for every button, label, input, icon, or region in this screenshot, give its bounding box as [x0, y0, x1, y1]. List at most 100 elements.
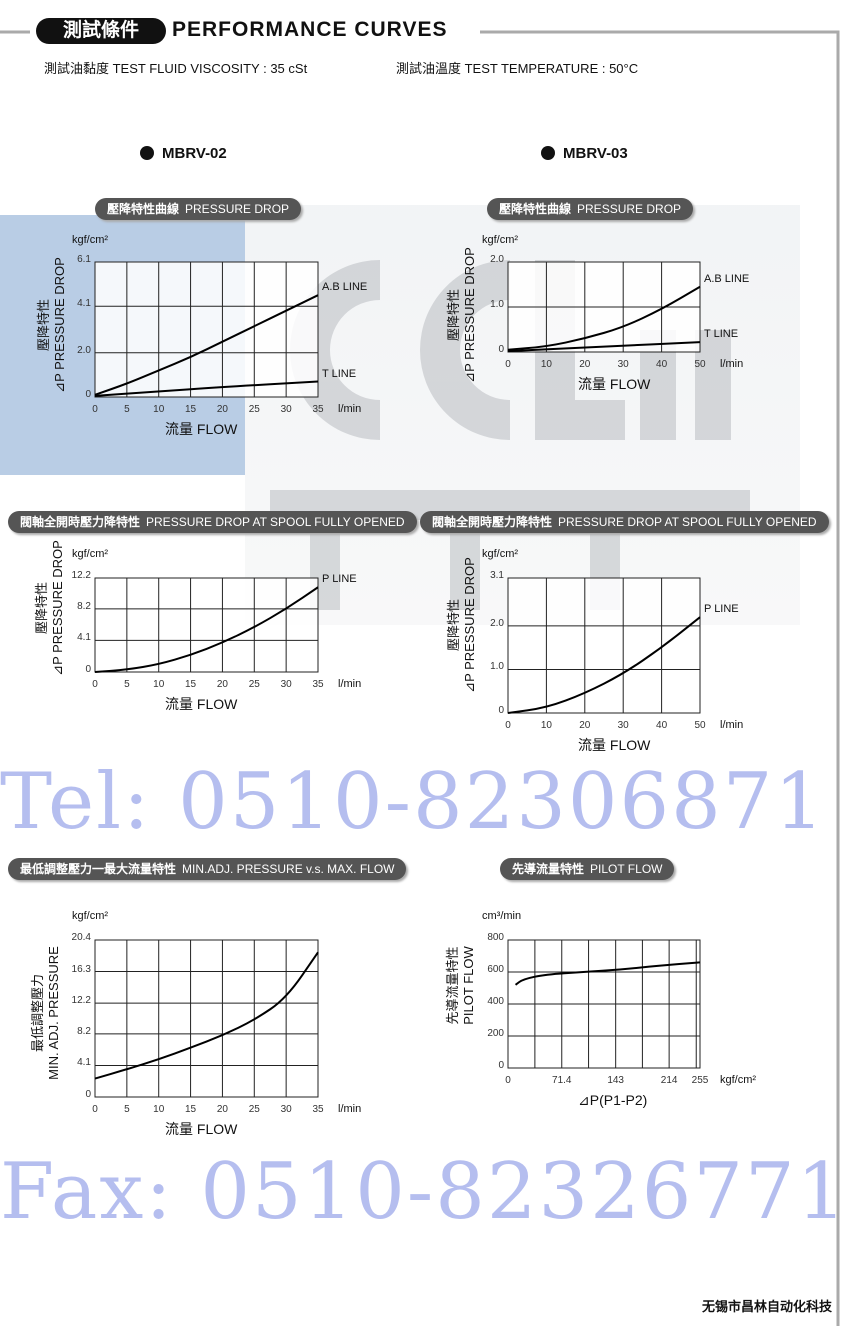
y-tick-label: 2.0: [490, 617, 504, 629]
x-axis-label: 流量 FLOW: [165, 1121, 238, 1137]
x-tick-label: 143: [607, 1075, 624, 1086]
x-unit: l/min: [338, 678, 362, 690]
model-mbrv-03: MBRV-03: [541, 145, 628, 162]
x-tick-label: 50: [694, 359, 706, 370]
x-tick-label: 0: [505, 1075, 511, 1086]
series-line: [94, 586, 319, 673]
x-axis-label: 流量 FLOW: [578, 376, 651, 392]
plot-area: [94, 577, 319, 673]
y-tick-label: 2.0: [77, 344, 91, 356]
chart-title-pill: 最低調整壓力一最大流量特性 MIN.ADJ. PRESSURE v.s. MAX.…: [8, 858, 407, 880]
series-line: [94, 294, 319, 396]
chart-title-pill: 壓降特性曲線 PRESSURE DROP: [487, 198, 694, 220]
y-unit: kgf/cm²: [72, 234, 109, 246]
x-tick-label: 10: [153, 679, 165, 690]
model-mbrv-02: MBRV-02: [140, 145, 227, 162]
y-tick-label: 4.1: [77, 298, 91, 310]
x-tick-label: 5: [124, 679, 130, 690]
x-tick-label: 10: [153, 404, 165, 415]
x-tick-label: 5: [124, 1104, 130, 1115]
x-tick-label: 20: [579, 720, 591, 731]
x-tick-label: 25: [248, 404, 260, 415]
watermark-tel: Tel: 0510-82306871: [0, 757, 827, 847]
y-unit: cm³/min: [482, 910, 522, 922]
x-tick-label: 30: [617, 720, 629, 731]
chart-title-pill: 閥軸全開時壓力降特性 PRESSURE DROP AT SPOOL FULLY O…: [8, 511, 417, 533]
x-unit: l/min: [720, 358, 744, 370]
y-tick-label: 3.1: [490, 570, 504, 581]
x-tick-label: 10: [540, 359, 552, 370]
x-tick-label: 15: [185, 1104, 197, 1115]
chart-title-cn: 壓降特性曲線: [499, 202, 572, 216]
x-tick-label: 20: [579, 359, 591, 370]
y-tick-label: 800: [487, 932, 504, 943]
y-unit: kgf/cm²: [72, 910, 109, 922]
series-label: T LINE: [704, 328, 739, 341]
y-tick-label: 16.3: [71, 963, 91, 975]
x-tick-label: 5: [124, 404, 130, 415]
chart-title-cn: 閥軸全開時壓力降特性: [432, 515, 553, 529]
y-tick-label: 4.1: [77, 1057, 91, 1069]
x-tick-label: 35: [312, 404, 324, 415]
y-tick-label: 8.2: [77, 600, 91, 612]
x-tick-label: 25: [248, 1104, 260, 1115]
chart-title-cn: 閥軸全開時壓力降特性: [20, 515, 141, 529]
chart-title-pill: 壓降特性曲線 PRESSURE DROP: [95, 198, 302, 220]
x-tick-label: 0: [92, 1104, 98, 1115]
x-tick-label: 15: [185, 404, 197, 415]
y-tick-label: 600: [487, 964, 504, 975]
x-unit: l/min: [338, 403, 362, 415]
y-tick-label: 0: [498, 705, 504, 716]
plot-area: [94, 261, 319, 398]
plot-area: [94, 939, 319, 1098]
chart-title: PRESSURE DROP AT SPOOL FULLY OPENED: [146, 515, 405, 529]
series-label: T LINE: [322, 367, 357, 380]
x-tick-label: 10: [540, 720, 552, 731]
x-tick-label: 40: [656, 720, 668, 731]
series-label: P LINE: [704, 603, 739, 616]
x-tick-label: 50: [694, 720, 706, 731]
y-tick-label: 0: [85, 389, 91, 400]
series-line: [94, 951, 319, 1080]
y-unit: kgf/cm²: [482, 234, 519, 246]
x-tick-label: 30: [280, 1104, 292, 1115]
x-axis-label: 流量 FLOW: [165, 696, 238, 712]
y-tick-label: 0: [85, 1089, 91, 1100]
series-label: A.B LINE: [322, 281, 368, 294]
x-unit: l/min: [338, 1103, 362, 1115]
viscosity-note: 測試油黏度 TEST FLUID VISCOSITY : 35 cSt: [44, 61, 308, 76]
x-tick-label: 0: [92, 679, 98, 690]
x-tick-label: 10: [153, 1104, 165, 1115]
y-tick-label: 0: [85, 664, 91, 675]
chart-title-cn: 最低調整壓力一最大流量特性: [20, 862, 177, 876]
chart-title: PRESSURE DROP: [185, 202, 290, 216]
x-tick-label: 20: [216, 1104, 228, 1115]
y-tick-label: 12.2: [71, 995, 91, 1007]
y-tick-label: 0: [498, 344, 504, 355]
plot-area: [507, 577, 701, 714]
x-tick-label: 30: [280, 404, 292, 415]
y-tick-label: 0: [498, 1060, 504, 1071]
chart-title-pill: 閥軸全開時壓力降特性 PRESSURE DROP AT SPOOL FULLY O…: [420, 511, 829, 533]
x-tick-label: 35: [312, 1104, 324, 1115]
x-tick-label: 20: [216, 404, 228, 415]
page-title: PERFORMANCE CURVES: [172, 18, 448, 41]
y-unit: kgf/cm²: [72, 548, 109, 560]
y-tick-label: 2.0: [490, 254, 504, 265]
x-unit: l/min: [720, 719, 744, 731]
chart-title-pill: 先導流量特性 PILOT FLOW: [500, 858, 675, 880]
chart-title-cn: 先導流量特性: [512, 862, 585, 876]
x-axis-label: ⊿P(P1-P2): [578, 1092, 648, 1108]
y-tick-label: 6.1: [77, 254, 91, 265]
x-tick-label: 20: [216, 679, 228, 690]
chart-title-cn: 壓降特性曲線: [107, 202, 180, 216]
y-tick-label: 200: [487, 1028, 504, 1039]
y-tick-label: 12.2: [71, 570, 91, 581]
x-tick-label: 0: [505, 359, 511, 370]
x-tick-label: 25: [248, 679, 260, 690]
y-unit: kgf/cm²: [482, 548, 519, 560]
series-label: P LINE: [322, 573, 357, 586]
